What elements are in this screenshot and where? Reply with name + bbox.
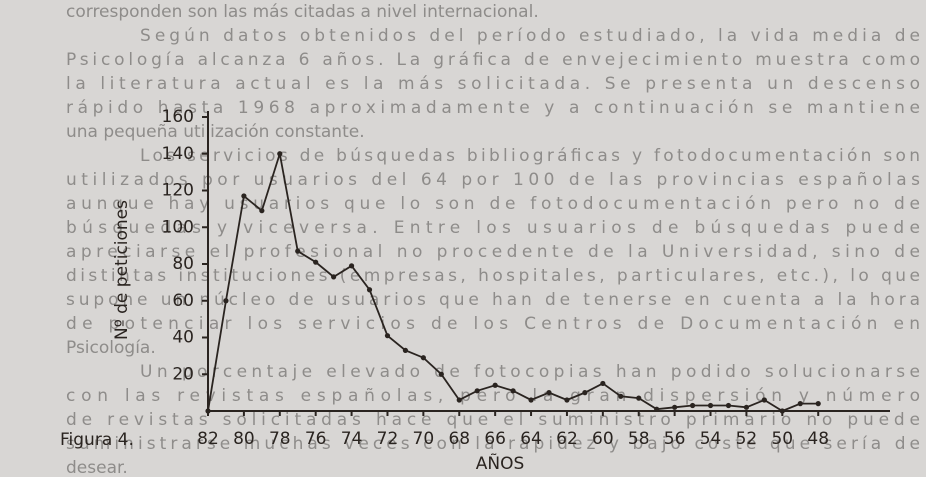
x-axis-label: AÑOS	[476, 452, 525, 474]
data-point	[528, 397, 534, 403]
data-point	[618, 393, 624, 399]
x-tick-label: 82	[197, 429, 219, 449]
background-line: búsquedas y viceversa. Entre los usuario…	[66, 218, 920, 238]
x-tick-label: 64	[520, 429, 542, 449]
data-point	[241, 193, 247, 199]
data-point	[474, 388, 480, 394]
y-tick-label: 60	[172, 291, 194, 311]
background-line: supone un núcleo de usuarios que han de …	[66, 290, 920, 310]
data-point	[654, 406, 660, 412]
data-point	[402, 347, 409, 353]
y-tick-label: 80	[172, 254, 194, 274]
background-line: rápido hasta 1968 aproximadamente y a co…	[66, 98, 920, 118]
data-point	[707, 402, 714, 409]
x-tick-label: 52	[736, 429, 758, 449]
y-tick-label: 160	[162, 107, 194, 127]
data-point	[510, 388, 516, 394]
background-line: con las revistas españolas, pero la gran…	[66, 386, 920, 406]
y-tick-label: 20	[172, 364, 194, 384]
background-line: Un porcentaje elevado de fotocopias han …	[140, 362, 920, 382]
x-tick-label: 60	[592, 429, 614, 449]
data-point	[366, 287, 373, 293]
background-line: apreciarse el profesional no procedente …	[66, 242, 920, 262]
background-line: de potenciar los servicios de los Centro…	[66, 314, 920, 334]
data-point	[331, 274, 337, 280]
x-tick-label: 62	[556, 429, 578, 449]
data-point	[205, 408, 211, 414]
x-tick-label: 70	[413, 429, 435, 449]
data-point	[672, 404, 678, 410]
data-point	[348, 263, 355, 269]
data-point	[564, 397, 570, 403]
y-tick-label: 100	[162, 217, 194, 237]
data-point	[761, 397, 767, 403]
data-point	[546, 390, 552, 396]
x-tick-label: 78	[269, 429, 291, 449]
background-line: Según datos obtenidos del período estudi…	[140, 26, 920, 46]
y-axis-label: Nº de peticiones	[112, 200, 132, 340]
y-tick-label: 140	[162, 144, 194, 164]
figure-caption: Figura 4.	[60, 430, 134, 450]
x-tick-label: 48	[807, 429, 829, 449]
data-point	[743, 404, 750, 410]
data-point	[689, 402, 696, 409]
background-line: utilizados por usuarios del 64 por 100 d…	[66, 170, 920, 190]
x-tick-label: 54	[700, 429, 722, 449]
background-line: distintas instituciones (empresas, hospi…	[66, 266, 920, 286]
background-line: desear.	[66, 458, 128, 477]
x-tick-label: 80	[233, 429, 255, 449]
data-point	[779, 408, 785, 414]
x-tick-label: 56	[664, 429, 686, 449]
x-tick-label: 72	[377, 429, 399, 449]
chart: Figura 4. AÑOS Nº de peticiones 20 40 60 80…	[60, 107, 890, 474]
background-line: Psicología alcanza 6 años. La gráfica de…	[66, 50, 920, 70]
data-point	[438, 371, 444, 377]
x-tick-label: 74	[341, 429, 363, 449]
data-point	[456, 397, 462, 403]
data-point	[797, 401, 803, 407]
data-point	[223, 298, 229, 304]
data-point	[420, 355, 426, 361]
data-point	[259, 208, 265, 214]
data-point	[815, 401, 821, 407]
data-point	[636, 395, 642, 401]
x-tick-label: 76	[305, 429, 327, 449]
y-tick-label: 40	[172, 328, 194, 348]
data-point	[295, 248, 301, 254]
data-point	[313, 259, 319, 265]
background-line: Psicología.	[66, 338, 156, 358]
background-line: una pequeña utilización constante.	[66, 122, 365, 142]
data-point	[492, 382, 498, 388]
x-tick-label: 68	[448, 429, 470, 449]
x-tick-label: 58	[628, 429, 650, 449]
y-tick-label: 120	[162, 181, 194, 201]
data-point	[725, 402, 732, 409]
data-point	[582, 390, 588, 396]
background-line: aunque hay usuarios que lo son de fotodo…	[66, 194, 920, 214]
background-line: corresponden son las más citadas a nivel…	[66, 2, 539, 22]
data-point	[384, 333, 391, 339]
data-point	[277, 151, 283, 157]
x-tick-label: 50	[771, 429, 793, 449]
data-point	[600, 380, 606, 387]
x-tick-label: 66	[484, 429, 506, 449]
